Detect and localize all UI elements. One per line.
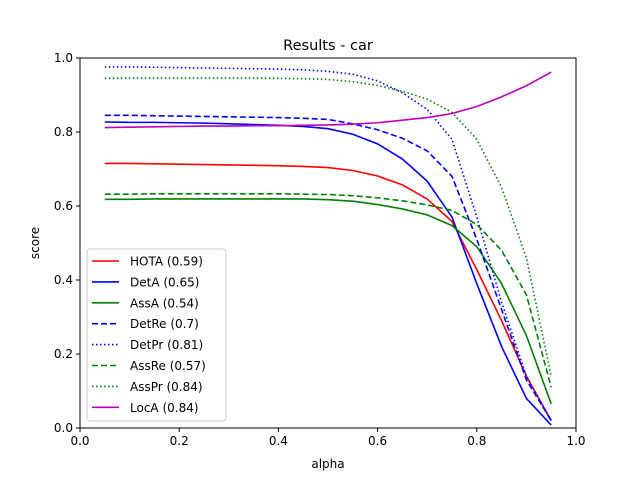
legend-label: AssPr (0.84) [130, 380, 203, 394]
x-tick-label: 0.8 [467, 434, 486, 448]
legend: HOTA (0.59) DetA (0.65) AssA (0.54) DetRe (… [86, 248, 227, 422]
y-axis: 0.0 0.2 0.4 0.6 0.8 1.0 [54, 51, 80, 435]
legend-box [86, 248, 227, 422]
y-tick-label: 0.8 [54, 125, 73, 139]
y-tick-label: 0.0 [54, 421, 73, 435]
series-line-hota [104, 162, 552, 421]
legend-label: DetPr (0.81) [130, 338, 203, 352]
x-axis-label: alpha [311, 457, 344, 471]
legend-label: DetRe (0.7) [130, 317, 199, 331]
y-tick-label: 0.6 [54, 199, 73, 213]
x-axis: 0.0 0.2 0.4 0.6 0.8 1.0 [70, 428, 586, 448]
series-line-deta [104, 121, 552, 426]
series-line-assa [104, 198, 552, 405]
y-axis-label: score [28, 227, 42, 259]
series-line-asspr [104, 77, 552, 377]
x-tick-label: 0.6 [368, 434, 387, 448]
x-tick-label: 0.4 [269, 434, 288, 448]
chart-title: Results - car [283, 38, 373, 54]
legend-label: DetA (0.65) [130, 275, 199, 289]
legend-label: LocA (0.84) [130, 401, 199, 415]
legend-label: AssA (0.54) [130, 296, 199, 310]
plot-frame [79, 57, 577, 429]
y-tick-label: 0.4 [54, 273, 73, 287]
x-tick-label: 0.0 [70, 434, 89, 448]
x-tick-label: 0.2 [170, 434, 189, 448]
x-tick-label: 1.0 [566, 434, 585, 448]
y-tick-label: 0.2 [54, 347, 73, 361]
y-tick-label: 1.0 [54, 51, 73, 65]
legend-label: AssRe (0.57) [130, 359, 206, 373]
series-line-assre [104, 192, 552, 388]
series-layer [104, 66, 552, 426]
series-line-detre [104, 114, 552, 422]
legend-label: HOTA (0.59) [130, 255, 203, 269]
series-line-loca [104, 71, 552, 129]
